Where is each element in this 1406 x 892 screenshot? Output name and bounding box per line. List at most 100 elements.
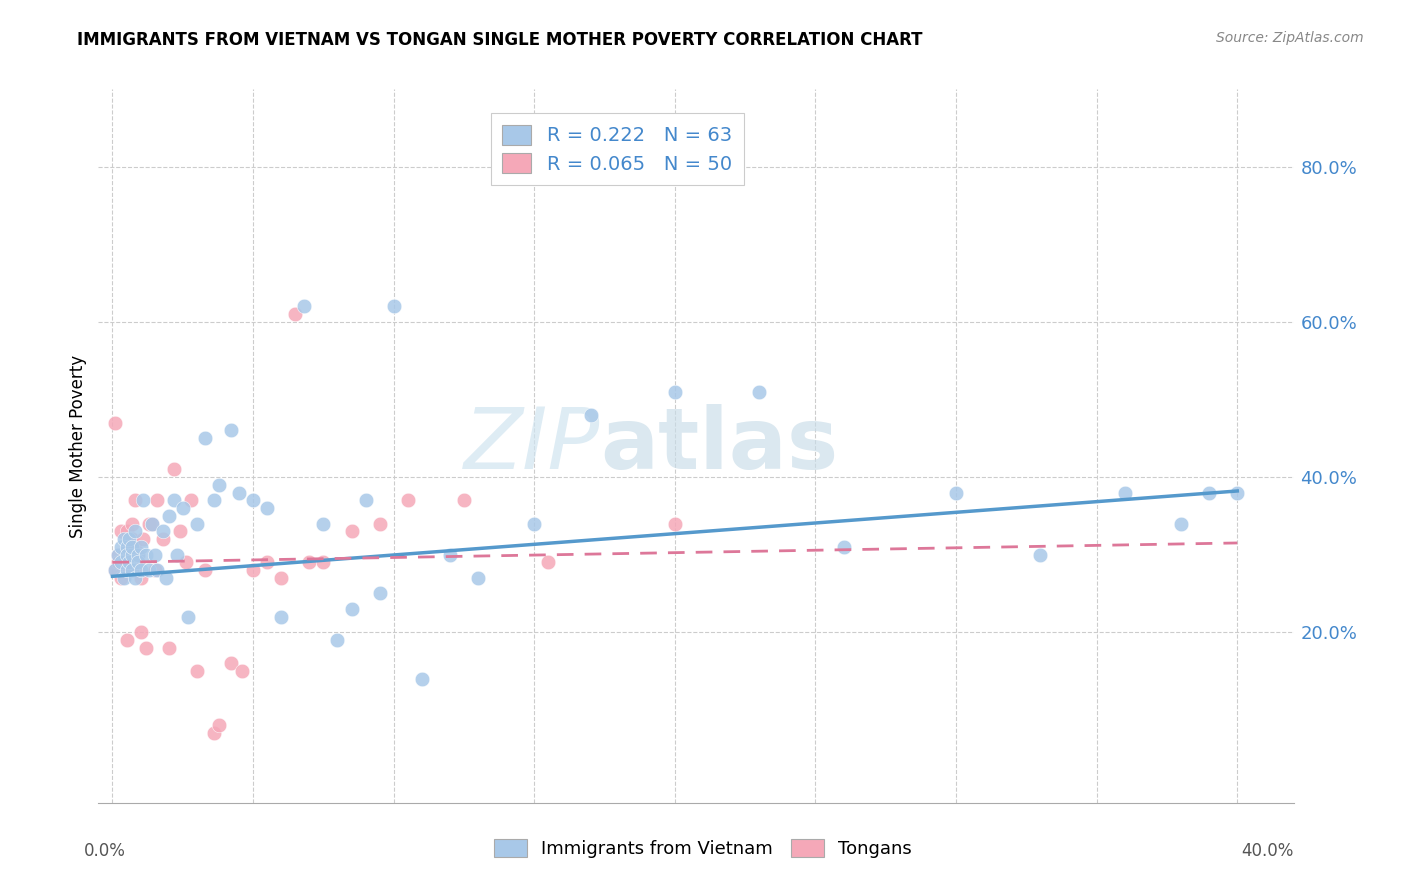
Point xyxy=(124,524,146,539)
Point xyxy=(186,664,208,678)
Point xyxy=(163,462,186,476)
Text: 40.0%: 40.0% xyxy=(1241,842,1294,860)
Point xyxy=(453,493,475,508)
Point xyxy=(124,571,146,585)
Point xyxy=(110,571,132,585)
Point xyxy=(368,586,391,600)
Point xyxy=(127,555,149,569)
Point xyxy=(396,493,419,508)
Point xyxy=(104,563,127,577)
Point xyxy=(129,571,152,585)
Point xyxy=(169,524,191,539)
Point xyxy=(172,501,194,516)
Point xyxy=(163,493,186,508)
Point xyxy=(146,563,169,577)
Point xyxy=(312,516,335,531)
Point xyxy=(121,548,143,562)
Point xyxy=(118,540,141,554)
Point xyxy=(832,540,855,554)
Point xyxy=(138,516,160,531)
Point xyxy=(382,299,405,313)
Point xyxy=(664,384,686,399)
Point xyxy=(219,424,242,438)
Point xyxy=(110,540,132,554)
Text: ZIP: ZIP xyxy=(464,404,600,488)
Point xyxy=(141,516,163,531)
Point xyxy=(118,532,141,546)
Point xyxy=(664,516,686,531)
Text: 0.0%: 0.0% xyxy=(84,842,127,860)
Point xyxy=(129,625,152,640)
Point xyxy=(194,431,217,445)
Point xyxy=(1226,485,1249,500)
Point xyxy=(411,672,433,686)
Point xyxy=(439,548,461,562)
Point xyxy=(256,501,278,516)
Point xyxy=(186,516,208,531)
Point xyxy=(115,524,138,539)
Point xyxy=(166,548,188,562)
Point xyxy=(104,416,127,430)
Point xyxy=(112,532,135,546)
Point xyxy=(284,307,307,321)
Point xyxy=(579,408,602,422)
Point xyxy=(124,540,146,554)
Legend: R = 0.222   N = 63, R = 0.065   N = 50: R = 0.222 N = 63, R = 0.065 N = 50 xyxy=(491,113,744,186)
Point xyxy=(174,555,197,569)
Point xyxy=(132,493,155,508)
Point xyxy=(523,516,546,531)
Point xyxy=(228,485,250,500)
Point xyxy=(110,555,132,569)
Text: IMMIGRANTS FROM VIETNAM VS TONGAN SINGLE MOTHER POVERTY CORRELATION CHART: IMMIGRANTS FROM VIETNAM VS TONGAN SINGLE… xyxy=(77,31,922,49)
Point xyxy=(115,540,138,554)
Text: Source: ZipAtlas.com: Source: ZipAtlas.com xyxy=(1216,31,1364,45)
Point xyxy=(127,548,149,562)
Point xyxy=(242,493,264,508)
Point xyxy=(110,524,132,539)
Point xyxy=(219,656,242,670)
Point xyxy=(467,571,489,585)
Point xyxy=(155,571,177,585)
Point xyxy=(354,493,377,508)
Point xyxy=(135,548,157,562)
Point xyxy=(194,563,217,577)
Point xyxy=(177,609,200,624)
Point xyxy=(115,563,138,577)
Point xyxy=(143,548,166,562)
Point xyxy=(107,548,129,562)
Point xyxy=(152,532,174,546)
Point xyxy=(121,516,143,531)
Point xyxy=(208,718,231,732)
Point xyxy=(127,563,149,577)
Point xyxy=(256,555,278,569)
Point xyxy=(270,571,292,585)
Point xyxy=(270,609,292,624)
Point xyxy=(129,540,152,554)
Point xyxy=(127,548,149,562)
Point xyxy=(121,532,143,546)
Point xyxy=(104,563,127,577)
Point xyxy=(748,384,770,399)
Point xyxy=(141,516,163,531)
Point xyxy=(121,563,143,577)
Legend: Immigrants from Vietnam, Tongans: Immigrants from Vietnam, Tongans xyxy=(486,831,920,865)
Point xyxy=(1170,516,1192,531)
Point xyxy=(112,571,135,585)
Point xyxy=(326,632,349,647)
Point xyxy=(208,477,231,491)
Point xyxy=(124,493,146,508)
Point xyxy=(298,555,321,569)
Point xyxy=(115,548,138,562)
Point xyxy=(1198,485,1220,500)
Point xyxy=(202,726,225,740)
Point xyxy=(129,563,152,577)
Point xyxy=(312,555,335,569)
Point xyxy=(107,548,129,562)
Point xyxy=(537,555,560,569)
Point xyxy=(242,563,264,577)
Point xyxy=(118,555,141,569)
Point xyxy=(180,493,202,508)
Point xyxy=(292,299,315,313)
Point xyxy=(157,508,180,523)
Point xyxy=(340,524,363,539)
